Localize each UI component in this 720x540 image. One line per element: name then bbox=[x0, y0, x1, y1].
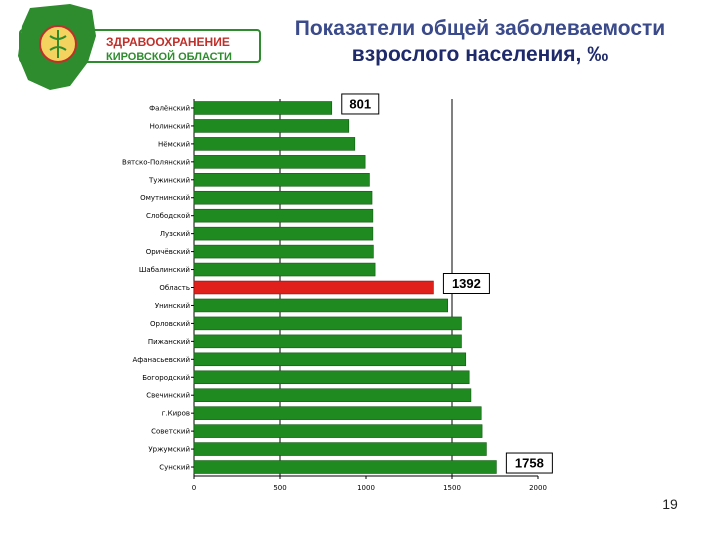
bar bbox=[193, 226, 374, 241]
x-tick-label: 1000 bbox=[357, 484, 375, 492]
category-label: Нолинский bbox=[150, 122, 190, 130]
bar bbox=[193, 424, 483, 438]
category-label: Унинский bbox=[155, 302, 190, 310]
callout-box bbox=[341, 93, 380, 115]
page-number: 19 bbox=[662, 496, 678, 512]
category-label: Вятско-Полянский bbox=[122, 158, 190, 166]
x-tick-label: 0 bbox=[192, 484, 196, 492]
org-name-line2: КИРОВСКОЙ ОБЛАСТИ bbox=[106, 50, 232, 63]
callout-label: 801 bbox=[349, 96, 371, 111]
bar bbox=[193, 262, 376, 277]
bar bbox=[193, 190, 373, 205]
x-tick-label: 500 bbox=[273, 484, 286, 492]
bar bbox=[193, 460, 497, 474]
title-line1: Показатели общей заболеваемости bbox=[294, 17, 666, 40]
bar bbox=[193, 406, 482, 420]
category-label: Фалёнский bbox=[149, 104, 190, 112]
category-label: Афанасьевский bbox=[132, 356, 190, 364]
category-label: Пижанский bbox=[148, 338, 190, 346]
category-label: Свечинский bbox=[146, 392, 190, 400]
bar bbox=[193, 298, 448, 313]
bar bbox=[193, 173, 370, 187]
category-label: Оричёвский bbox=[146, 248, 190, 256]
org-name-line1: ЗДРАВООХРАНЕНИЕ bbox=[106, 35, 230, 49]
category-label: Слободской bbox=[146, 212, 190, 220]
bar bbox=[193, 208, 374, 223]
bar bbox=[193, 442, 487, 456]
category-label: Тужинский bbox=[148, 176, 190, 184]
category-label: Нёмский bbox=[158, 140, 190, 148]
bar bbox=[193, 388, 472, 402]
chart-title: Показатели общей заболеваемости взрослог… bbox=[250, 16, 710, 68]
callout-label: 1758 bbox=[515, 456, 544, 471]
caduceus-icon bbox=[49, 30, 67, 58]
bar bbox=[193, 370, 470, 385]
bar bbox=[193, 101, 333, 115]
title-line2: взрослого населения, ‰ bbox=[351, 43, 609, 66]
callout-label: 1392 bbox=[452, 276, 481, 291]
category-label: Советский bbox=[151, 428, 190, 436]
category-label: г.Киров bbox=[162, 410, 190, 418]
category-label: Омутнинский bbox=[140, 194, 190, 202]
bar bbox=[193, 244, 374, 259]
category-label: Сунский bbox=[159, 464, 190, 472]
bar bbox=[193, 352, 467, 367]
category-label: Богородский bbox=[142, 374, 190, 382]
bar bbox=[193, 119, 350, 133]
bar bbox=[193, 316, 462, 331]
x-tick-label: 1500 bbox=[443, 484, 461, 492]
x-tick-label: 2000 bbox=[529, 484, 547, 492]
category-label: Область bbox=[159, 284, 190, 292]
bar bbox=[193, 334, 462, 349]
callout-box bbox=[505, 452, 553, 474]
bar-highlight bbox=[193, 280, 434, 295]
bar bbox=[193, 137, 356, 151]
bar bbox=[193, 155, 366, 169]
category-label: Лузский bbox=[160, 230, 190, 238]
callout-box bbox=[442, 273, 490, 294]
banner-logo: ЗДРАВООХРАНЕНИЕ КИРОВСКОЙ ОБЛАСТИ bbox=[18, 4, 261, 90]
category-label: Шабалинский bbox=[139, 266, 190, 274]
category-label: Уржумский bbox=[148, 446, 190, 454]
category-label: Орловский bbox=[150, 320, 190, 328]
